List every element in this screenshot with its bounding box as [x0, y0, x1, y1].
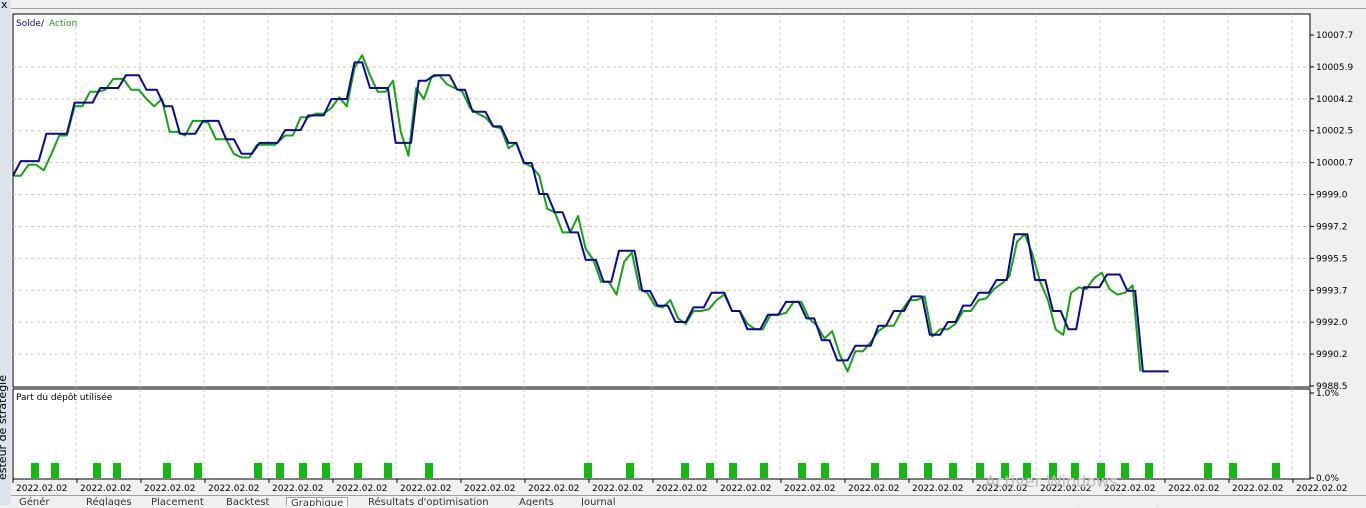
- deposit-bar: [798, 463, 806, 478]
- x-tick-label: 2022.02.02: [784, 484, 836, 494]
- price-axis: 10007.7 10005.9 10004.2 10002.5 10000.7 9999.…: [1310, 31, 1353, 392]
- x-tick-label: 2022.02.02: [336, 484, 388, 494]
- deposit-bar: [706, 463, 714, 478]
- y-tick-label: 9995.5: [1316, 254, 1348, 264]
- subchart-title: Part du dépôt utilisée: [16, 392, 113, 403]
- deposit-bar: [681, 463, 689, 478]
- deposit-bar: [924, 463, 932, 478]
- deposit-bar: [1097, 463, 1105, 478]
- y-tick-label: 9990.2: [1316, 350, 1348, 360]
- sub-chart-panel: [12, 388, 1311, 480]
- tester-tab-bar: Génér Réglages Placement Backtest Graphi…: [11, 495, 1366, 506]
- side-panel-label: esteur de stratégie: [0, 374, 9, 480]
- time-axis: 2022.02.02 2022.02.02 2022.02.02 2022.02.02…: [12, 479, 1348, 494]
- x-tick-label: 2022.02.02: [144, 484, 196, 494]
- deposit-bar: [51, 463, 59, 478]
- deposit-bar: [584, 463, 592, 478]
- x-tick-label: 2022.02.02: [1232, 484, 1284, 494]
- x-tick-label: 2022.02.02: [656, 484, 708, 494]
- deposit-bar: [1229, 463, 1237, 478]
- legend-solde: Solde: [16, 19, 41, 29]
- backtest-chart: 10007.7 10005.9 10004.2 10002.5 10000.7 9999.…: [11, 9, 1366, 495]
- deposit-bar: [871, 463, 879, 478]
- deposit-bar: [949, 463, 957, 478]
- deposit-bar: [1121, 463, 1129, 478]
- y-tick-label: 9988.5: [1316, 382, 1348, 392]
- tab-backtest[interactable]: Backtest: [226, 497, 270, 506]
- x-tick-label: 2022.02.02: [1104, 484, 1156, 494]
- tab-journal[interactable]: Journal: [581, 497, 616, 506]
- y-tick-label: 9999.0: [1316, 191, 1348, 201]
- deposit-bar: [1272, 463, 1280, 478]
- deposit-bar: [299, 463, 307, 478]
- x-tick-label: 2022.02.02: [592, 484, 644, 494]
- deposit-bar: [1023, 463, 1031, 478]
- main-chart-grid: [13, 14, 1310, 387]
- y-tick-label: 10000.7: [1316, 159, 1353, 169]
- deposit-bar: [354, 463, 362, 478]
- legend-action: Action: [49, 19, 77, 29]
- tab-placement[interactable]: Placement: [151, 497, 204, 506]
- x-tick-label: 2022.02.02: [80, 484, 132, 494]
- x-tick-label: 2022.02.02: [464, 484, 516, 494]
- tab-general[interactable]: Génér: [19, 497, 50, 506]
- y-tick-label: 10004.2: [1316, 95, 1353, 105]
- deposit-bar: [276, 463, 284, 478]
- x-tick-label: 2022.02.02: [16, 484, 68, 494]
- x-tick-label: 2022.02.02: [912, 484, 964, 494]
- tab-settings[interactable]: Réglages: [86, 497, 132, 506]
- deposit-bar: [163, 463, 171, 478]
- close-icon[interactable]: x: [1, 0, 8, 11]
- deposit-bars: [31, 463, 1280, 478]
- x-tick-label: 2022.02.02: [528, 484, 580, 494]
- sub-tick-label: 1.0%: [1316, 389, 1339, 399]
- y-tick-label: 9997.2: [1316, 222, 1348, 232]
- tab-graph[interactable]: Graphique: [286, 497, 349, 506]
- series-solde: [12, 61, 1169, 373]
- x-tick-label: 2022.02.02: [1168, 484, 1220, 494]
- x-tick-label: 2022.02.02: [720, 484, 772, 494]
- deposit-bar: [194, 463, 202, 478]
- deposit-bar: [899, 463, 907, 478]
- deposit-bar: [760, 463, 768, 478]
- y-tick-label: 10005.9: [1316, 63, 1353, 73]
- main-chart-panel: [12, 13, 1311, 388]
- x-tick-label: 2022.02.02: [272, 484, 324, 494]
- deposit-bar: [1145, 463, 1153, 478]
- x-tick-label: 2022.02.02: [208, 484, 260, 494]
- deposit-bar: [113, 463, 121, 478]
- deposit-bar: [384, 463, 392, 478]
- x-tick-label: 2022.02.02: [400, 484, 452, 494]
- deposit-bar: [425, 463, 433, 478]
- top-toolbar-strip: [11, 0, 1366, 9]
- x-tick-label: 2022.02.02: [976, 484, 1028, 494]
- deposit-bar: [821, 463, 829, 478]
- x-tick-label: 2022.02.02: [848, 484, 900, 494]
- legend-slash: /: [41, 19, 45, 29]
- tab-agents[interactable]: Agents: [519, 497, 554, 506]
- x-tick-label: 2022.02.02: [1296, 484, 1348, 494]
- deposit-bar: [322, 463, 330, 478]
- deposit-bar: [1071, 463, 1079, 478]
- sub-chart-grid: [75, 389, 1293, 479]
- sub-tick-label: 0.0%: [1316, 474, 1339, 484]
- deposit-bar: [31, 463, 39, 478]
- deposit-bar: [1204, 463, 1212, 478]
- main-chart-series: [12, 54, 1169, 373]
- y-tick-label: 10007.7: [1316, 31, 1353, 41]
- x-tick-label: 2022.02.02: [1040, 484, 1092, 494]
- tab-optimization-results[interactable]: Résultats d'optimisation: [368, 497, 489, 506]
- y-tick-label: 9993.7: [1316, 286, 1348, 296]
- deposit-bar: [626, 463, 634, 478]
- y-tick-label: 10002.5: [1316, 127, 1353, 137]
- deposit-bar: [254, 463, 262, 478]
- deposit-axis: 1.0% 0.0%: [1310, 389, 1339, 484]
- deposit-bar: [976, 463, 984, 478]
- deposit-bar: [93, 463, 101, 478]
- deposit-bar: [729, 463, 737, 478]
- y-tick-label: 9992.0: [1316, 318, 1348, 328]
- deposit-bar: [1001, 463, 1009, 478]
- deposit-bar: [1049, 463, 1057, 478]
